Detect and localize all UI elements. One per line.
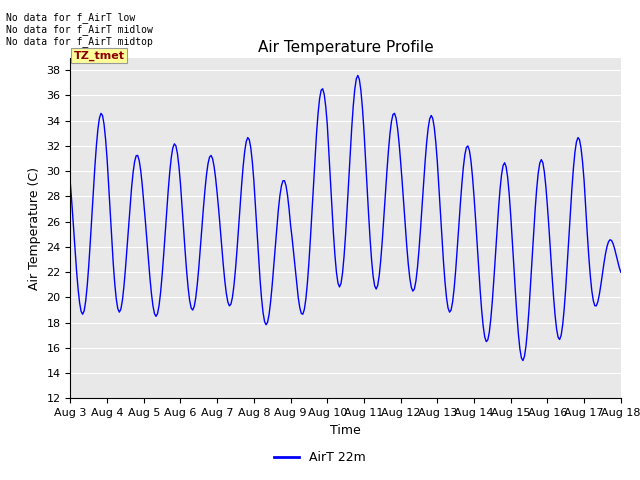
Text: No data for f_AirT low: No data for f_AirT low [6, 12, 136, 23]
Text: No data for f_AirT midlow: No data for f_AirT midlow [6, 24, 153, 35]
Text: No data for f_AirT midtop: No data for f_AirT midtop [6, 36, 153, 47]
Legend: AirT 22m: AirT 22m [269, 446, 371, 469]
Y-axis label: Air Temperature (C): Air Temperature (C) [28, 167, 41, 289]
Title: Air Temperature Profile: Air Temperature Profile [258, 40, 433, 55]
X-axis label: Time: Time [330, 424, 361, 437]
Text: TZ_tmet: TZ_tmet [74, 50, 125, 60]
